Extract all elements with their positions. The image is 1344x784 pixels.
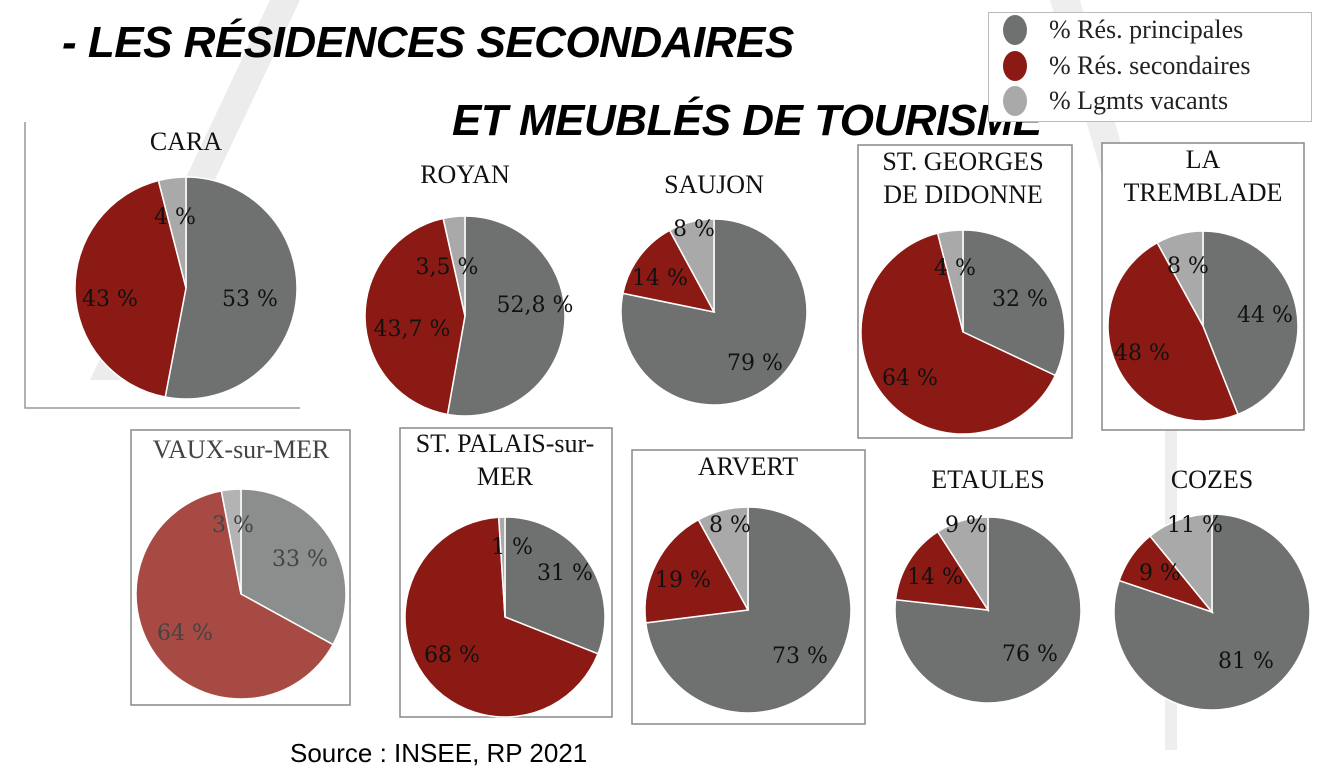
source-note: Source : INSEE, RP 2021 bbox=[290, 738, 588, 768]
data-label-secondary: 43 % bbox=[82, 287, 138, 312]
chart-title: COZES bbox=[1171, 465, 1253, 494]
chart-title: ST. PALAIS-sur- bbox=[416, 429, 595, 458]
data-label-vacant: 3,5 % bbox=[416, 255, 479, 280]
pie-slice-principal bbox=[446, 215, 566, 417]
pie-slice-secondary bbox=[622, 229, 716, 314]
pie-slice-vacant bbox=[1148, 513, 1213, 615]
data-label-secondary: 9 % bbox=[1139, 561, 1181, 586]
pie-chart-st-georges-de-didonne: 32 % 64 % 4 % ST. GEORGES DE DIDONNE bbox=[857, 144, 1073, 439]
data-label-principal: 81 % bbox=[1218, 649, 1274, 674]
data-label-principal: 76 % bbox=[1002, 642, 1058, 667]
data-label-secondary: 19 % bbox=[655, 568, 711, 593]
pie-slice-secondary bbox=[364, 217, 466, 416]
data-label-secondary: 48 % bbox=[1114, 341, 1170, 366]
chart-title: VAUX-sur-MER bbox=[153, 435, 330, 464]
pie-slice-principal bbox=[164, 176, 298, 400]
pie-slice-vacant bbox=[157, 176, 187, 289]
pie-slice-vacant bbox=[936, 229, 964, 333]
chart-title: ETAULES bbox=[931, 465, 1044, 494]
pie-slice-secondary bbox=[644, 518, 750, 624]
chart-frame bbox=[24, 122, 300, 409]
chart-title: ARVERT bbox=[698, 452, 798, 481]
legend-swatch bbox=[1003, 15, 1027, 45]
data-label-secondary: 64 % bbox=[157, 621, 213, 646]
data-label-vacant: 9 % bbox=[945, 513, 987, 538]
data-label-principal: 53 % bbox=[222, 287, 278, 312]
data-label-principal: 33 % bbox=[272, 547, 328, 572]
legend-label: % Lgmts vacants bbox=[1049, 86, 1229, 115]
title-line-1: - LES RÉSIDENCES SECONDAIRES bbox=[62, 18, 794, 67]
pie-slice-vacant bbox=[442, 215, 466, 317]
pie-chart-st-palais-sur-mer: 31 % 68 % 1 % ST. PALAIS-sur- MER bbox=[399, 427, 613, 718]
pie-slice-secondary bbox=[1107, 241, 1239, 422]
pie-slice-principal bbox=[962, 229, 1066, 377]
pie-chart-arvert: 73 % 19 % 8 % ARVERT bbox=[631, 449, 866, 725]
data-label-principal: 73 % bbox=[772, 644, 828, 669]
legend-item-principal: % Rés. principales bbox=[1003, 15, 1243, 45]
pie-slice-secondary bbox=[860, 232, 1057, 435]
pie-slice-secondary bbox=[135, 489, 335, 700]
data-label-vacant: 8 % bbox=[709, 513, 751, 538]
data-label-vacant: 1 % bbox=[491, 535, 533, 560]
data-label-principal: 32 % bbox=[992, 287, 1048, 312]
data-label-vacant: 8 % bbox=[1167, 254, 1209, 279]
pie-slice-vacant bbox=[497, 516, 506, 618]
chart-title: SAUJON bbox=[664, 170, 764, 199]
data-label-principal: 31 % bbox=[537, 561, 593, 586]
pie-slice-vacant bbox=[936, 516, 989, 613]
pie-slice-vacant bbox=[668, 218, 715, 313]
data-label-principal: 79 % bbox=[727, 351, 783, 376]
legend-item-secondary: % Rés. secondaires bbox=[1003, 51, 1250, 81]
data-label-secondary: 43,7 % bbox=[374, 317, 451, 342]
chart-title: DE DIDONNE bbox=[883, 180, 1043, 209]
pie-chart-etaules: 76 % 14 % 9 % ETAULES bbox=[894, 465, 1082, 704]
pie-slice-secondary bbox=[894, 530, 990, 611]
data-label-vacant: 4 % bbox=[154, 205, 196, 230]
legend-swatch bbox=[1003, 86, 1027, 116]
chart-title: TREMBLADE bbox=[1124, 178, 1283, 207]
legend-label: % Rés. secondaires bbox=[1049, 51, 1251, 80]
pie-chart-saujon: 79 % 14 % 8 % SAUJON bbox=[620, 170, 808, 406]
title-line-2: ET MEUBLÉS DE TOURISME bbox=[452, 96, 1042, 145]
legend-label: % Rés. principales bbox=[1049, 15, 1244, 44]
data-label-vacant: 11 % bbox=[1167, 513, 1223, 538]
pie-slice-secondary bbox=[404, 516, 599, 718]
legend-item-vacant: % Lgmts vacants bbox=[1003, 86, 1228, 116]
pie-slice-vacant bbox=[220, 488, 242, 595]
data-label-secondary: 14 % bbox=[632, 266, 688, 291]
pie-slice-principal bbox=[240, 488, 347, 646]
pie-chart-vaux-sur-mer: 33 % 64 % 3 % VAUX-sur-MER bbox=[130, 429, 351, 706]
chart-title: ST. GEORGES bbox=[882, 147, 1043, 176]
pie-slice-principal bbox=[1202, 230, 1299, 416]
legend-swatch bbox=[1003, 51, 1027, 81]
chart-title: MER bbox=[477, 462, 534, 491]
pie-chart-cozes: 81 % 9 % 11 % COZES bbox=[1113, 465, 1311, 711]
data-label-vacant: 3 % bbox=[212, 513, 254, 538]
pie-slice-vacant bbox=[697, 506, 749, 611]
data-label-secondary: 68 % bbox=[424, 643, 480, 668]
data-label-vacant: 4 % bbox=[934, 256, 976, 281]
chart-title: ROYAN bbox=[420, 160, 510, 189]
chart-title: CARA bbox=[150, 127, 222, 156]
pie-slice-secondary bbox=[74, 179, 187, 398]
pie-chart-la-tremblade: 44 % 48 % 8 % LA TREMBLADE bbox=[1101, 142, 1305, 431]
data-label-principal: 52,8 % bbox=[497, 293, 574, 318]
chart-title: LA bbox=[1186, 145, 1221, 174]
data-label-secondary: 14 % bbox=[907, 565, 963, 590]
data-label-principal: 44 % bbox=[1237, 303, 1293, 328]
legend: % Rés. principales % Rés. secondaires % … bbox=[988, 12, 1312, 122]
data-label-vacant: 8 % bbox=[673, 217, 715, 242]
pie-chart-cara: 53 % 43 % 4 % CARA bbox=[24, 122, 300, 409]
data-label-secondary: 64 % bbox=[882, 366, 938, 391]
pie-chart-royan: 52,8 % 43,7 % 3,5 % ROYAN bbox=[364, 160, 574, 417]
pie-slice-vacant bbox=[1156, 230, 1204, 327]
pie-slice-principal bbox=[504, 516, 606, 655]
pie-slice-principal bbox=[1113, 513, 1311, 711]
